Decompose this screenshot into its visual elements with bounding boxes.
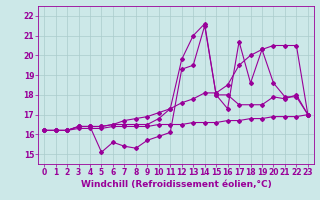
X-axis label: Windchill (Refroidissement éolien,°C): Windchill (Refroidissement éolien,°C)	[81, 180, 271, 189]
